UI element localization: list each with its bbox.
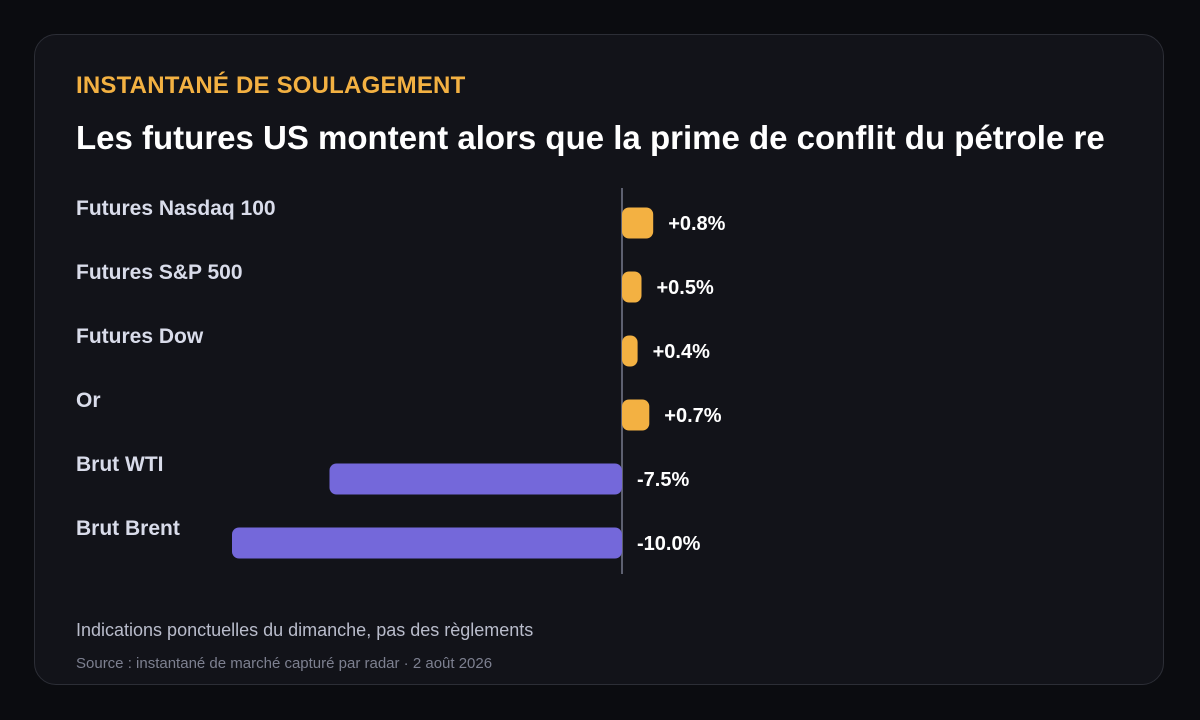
value-label: +0.8% [668, 213, 725, 235]
chart-kicker: INSTANTANÉ DE SOULAGEMENT [76, 72, 466, 99]
chart-title: Les futures US montent alors que la prim… [76, 119, 1105, 156]
value-label: +0.4% [653, 341, 710, 363]
chart-note: Indications ponctuelles du dimanche, pas… [76, 620, 534, 640]
bar [622, 207, 654, 239]
bar [622, 271, 642, 303]
value-label: -10.0% [637, 533, 701, 555]
category-label: Futures S&P 500 [76, 261, 243, 284]
bar [329, 463, 622, 495]
category-label: Brut WTI [76, 453, 163, 476]
chart-card: INSTANTANÉ DE SOULAGEMENT Les futures US… [34, 34, 1164, 685]
category-label: Futures Dow [76, 325, 204, 348]
bar [232, 527, 622, 559]
category-label: Brut Brent [76, 517, 180, 540]
category-label: Futures Nasdaq 100 [76, 197, 276, 220]
category-label: Or [76, 389, 101, 412]
value-label: -7.5% [637, 469, 689, 491]
bar-chart: Futures Nasdaq 100 +0.8% Futures S&P 500 +0… [76, 188, 726, 574]
bar [622, 399, 650, 431]
bar [622, 335, 638, 367]
chart-source: Source : instantané de marché capturé pa… [76, 655, 493, 672]
value-label: +0.5% [657, 277, 714, 299]
value-label: +0.7% [664, 405, 721, 427]
